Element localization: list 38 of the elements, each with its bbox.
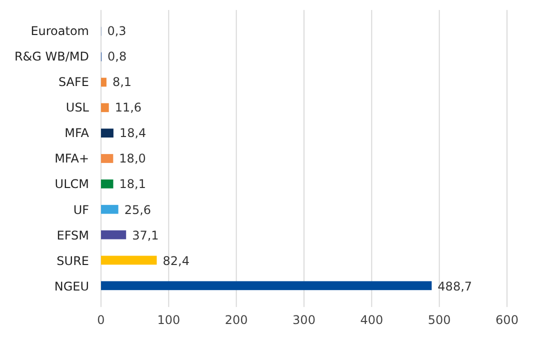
bar <box>101 281 432 290</box>
data-label: 0,8 <box>108 50 127 64</box>
x-tick-label: 100 <box>157 313 180 327</box>
data-label: 37,1 <box>132 228 159 242</box>
data-label: 8,1 <box>112 75 132 90</box>
y-tick-label: SURE <box>56 254 89 268</box>
x-tick-label: 300 <box>292 313 316 327</box>
y-tick-label: USL <box>66 100 90 115</box>
y-tick-label: SAFE <box>58 75 89 90</box>
x-tick-label: 600 <box>496 313 518 327</box>
data-label: 25,6 <box>124 202 152 217</box>
bar <box>101 230 126 240</box>
data-label: 18,4 <box>119 126 146 140</box>
y-tick-label: Euroatom <box>30 24 89 38</box>
y-tick-label: NGEU <box>54 279 89 294</box>
bar <box>101 154 114 163</box>
x-tick-label: 0 <box>97 313 105 327</box>
bar <box>101 179 114 188</box>
y-tick-label: EFSM <box>56 228 89 242</box>
y-tick-label: UF <box>73 202 90 217</box>
bar <box>101 256 157 265</box>
bar <box>101 204 118 214</box>
bar <box>101 78 106 87</box>
bar <box>101 103 109 112</box>
data-label: 18,1 <box>119 177 146 192</box>
data-label: 18,0 <box>119 152 146 166</box>
y-tick-label: MFA <box>64 126 90 140</box>
y-tick-label: MFA+ <box>54 152 89 166</box>
y-tick-label: ULCM <box>54 177 89 192</box>
x-tick-label: 400 <box>360 313 384 327</box>
x-tick-label: 200 <box>224 313 248 327</box>
data-label: 82,4 <box>162 254 190 268</box>
y-tick-label: R&G WB/MD <box>14 50 89 64</box>
data-label: 488,7 <box>438 279 472 294</box>
data-label: 0,3 <box>107 24 126 38</box>
bar <box>101 128 114 138</box>
x-tick-label: 500 <box>428 313 451 327</box>
data-label: 11,6 <box>114 100 142 115</box>
